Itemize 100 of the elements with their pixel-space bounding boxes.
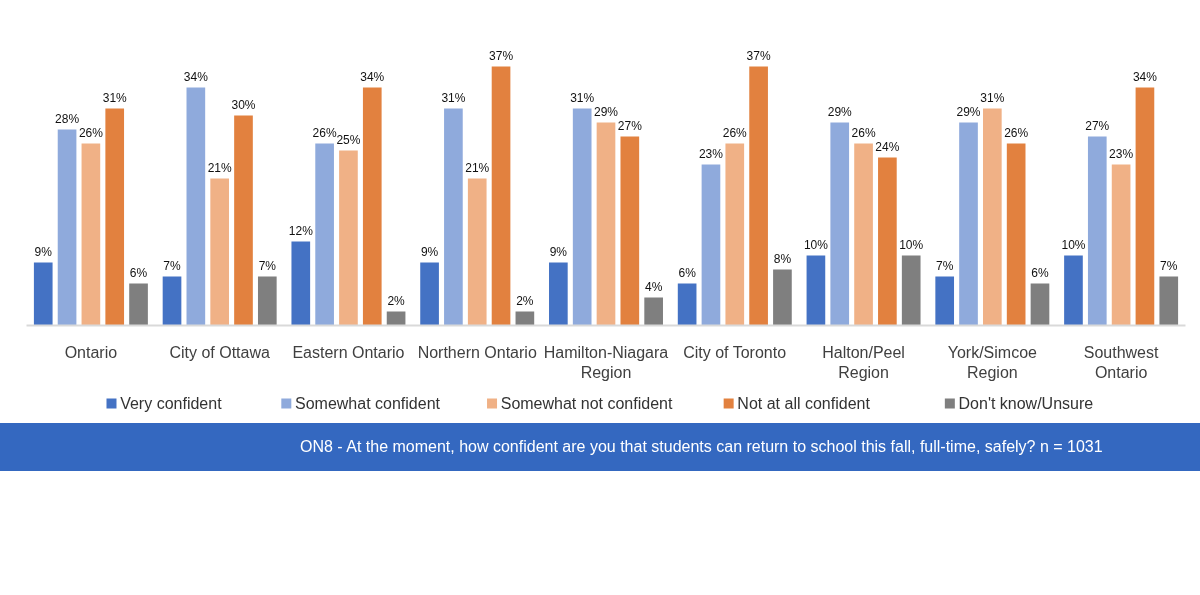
bar — [677, 283, 697, 326]
bar — [773, 269, 792, 326]
bar — [596, 122, 616, 326]
bar — [186, 87, 206, 326]
data-label: 2% — [387, 294, 406, 309]
legend-label: Somewhat confident — [295, 395, 441, 412]
data-label: 7% — [1160, 259, 1178, 274]
data-label: 10% — [899, 238, 924, 253]
bar — [57, 129, 77, 326]
bar — [935, 276, 955, 326]
bar — [362, 87, 382, 326]
bar — [701, 164, 721, 326]
data-label: 31% — [980, 91, 1005, 106]
bar — [210, 178, 229, 326]
data-label: 24% — [875, 140, 900, 155]
data-label: 26% — [1004, 126, 1029, 141]
bar — [315, 143, 334, 326]
bar — [725, 143, 745, 326]
data-label: 26% — [722, 126, 748, 141]
bar — [33, 262, 53, 326]
data-label: 37% — [489, 49, 514, 64]
x-tick-label: Halton/Peel Region — [822, 343, 905, 381]
bar — [572, 108, 592, 326]
data-label: 27% — [617, 119, 643, 134]
data-label: 9% — [420, 245, 439, 260]
bar — [420, 262, 439, 326]
bar — [1064, 255, 1083, 326]
data-label: 7% — [258, 259, 277, 274]
bar — [105, 108, 125, 326]
bar — [901, 255, 921, 326]
data-label: 31% — [570, 91, 595, 106]
data-label: 6% — [678, 266, 697, 281]
bar — [386, 311, 406, 326]
bar — [854, 143, 873, 326]
data-label: 29% — [827, 105, 853, 120]
data-label: 10% — [1061, 238, 1086, 253]
data-label: 9% — [34, 245, 53, 260]
bar — [81, 143, 101, 326]
text: ON8 - At the moment, how confident are you that students can return to school this fall, full-time, safely? n = 1031 — [300, 437, 1103, 457]
bar — [1087, 136, 1107, 326]
legend-label: Somewhat not confident — [500, 395, 673, 412]
data-label: 7% — [936, 259, 954, 274]
data-label: 30% — [231, 98, 256, 113]
data-label: 28% — [55, 112, 80, 127]
bar — [620, 136, 640, 326]
bar — [1135, 87, 1155, 326]
data-label: 26% — [78, 126, 104, 141]
bar — [234, 115, 253, 326]
data-label: 34% — [360, 70, 385, 85]
bar — [1030, 283, 1050, 326]
data-label: 26% — [851, 126, 876, 141]
data-label: 8% — [773, 252, 792, 267]
data-label: 6% — [1031, 266, 1049, 281]
bar — [806, 255, 826, 326]
bar — [291, 241, 311, 326]
bar — [749, 66, 768, 326]
data-label: 12% — [288, 224, 314, 239]
bar — [467, 178, 487, 326]
data-label: 23% — [698, 147, 724, 162]
bar — [162, 276, 182, 326]
data-label: 31% — [102, 91, 128, 106]
bar — [959, 122, 978, 326]
bar — [257, 276, 277, 326]
data-label: 29% — [956, 105, 981, 120]
x-tick-label: City of Ottawa — [169, 343, 271, 361]
bar — [339, 150, 358, 326]
x-tick-label: Hamilton-Niagara Region — [543, 343, 669, 381]
bar — [549, 262, 568, 326]
data-label: 31% — [441, 91, 466, 106]
x-tick-label: York/Simcoe Region — [947, 343, 1038, 381]
bar — [1159, 276, 1179, 326]
x-tick-label: Ontario — [64, 343, 118, 361]
data-label: 4% — [644, 280, 663, 295]
data-label: 29% — [593, 105, 619, 120]
bar — [644, 297, 663, 326]
bar — [1006, 143, 1026, 326]
x-tick-label: Southwest Ontario — [1083, 343, 1160, 381]
bar — [515, 311, 535, 326]
bar — [129, 283, 148, 326]
data-label: 7% — [163, 259, 182, 274]
legend-label: Not at all confident — [737, 395, 871, 412]
data-label: 34% — [1132, 70, 1158, 85]
bar — [983, 108, 1002, 326]
x-tick-label: Eastern Ontario — [292, 343, 405, 361]
bar — [878, 157, 897, 326]
bar — [491, 66, 511, 326]
bar — [830, 122, 850, 326]
data-label: 25% — [336, 133, 361, 148]
data-label: 37% — [746, 49, 771, 64]
data-label: 27% — [1085, 119, 1110, 134]
data-label: 26% — [312, 126, 337, 141]
data-label: 21% — [207, 161, 233, 176]
x-tick-label: City of Toronto — [683, 343, 787, 361]
legend-label: Very confident — [120, 395, 223, 412]
data-label: 10% — [803, 238, 829, 253]
data-label: 2% — [516, 294, 534, 309]
bar — [444, 108, 463, 326]
x-tick-label: Northern Ontario — [417, 343, 537, 361]
data-label: 9% — [549, 245, 568, 260]
data-label: 21% — [465, 161, 490, 176]
